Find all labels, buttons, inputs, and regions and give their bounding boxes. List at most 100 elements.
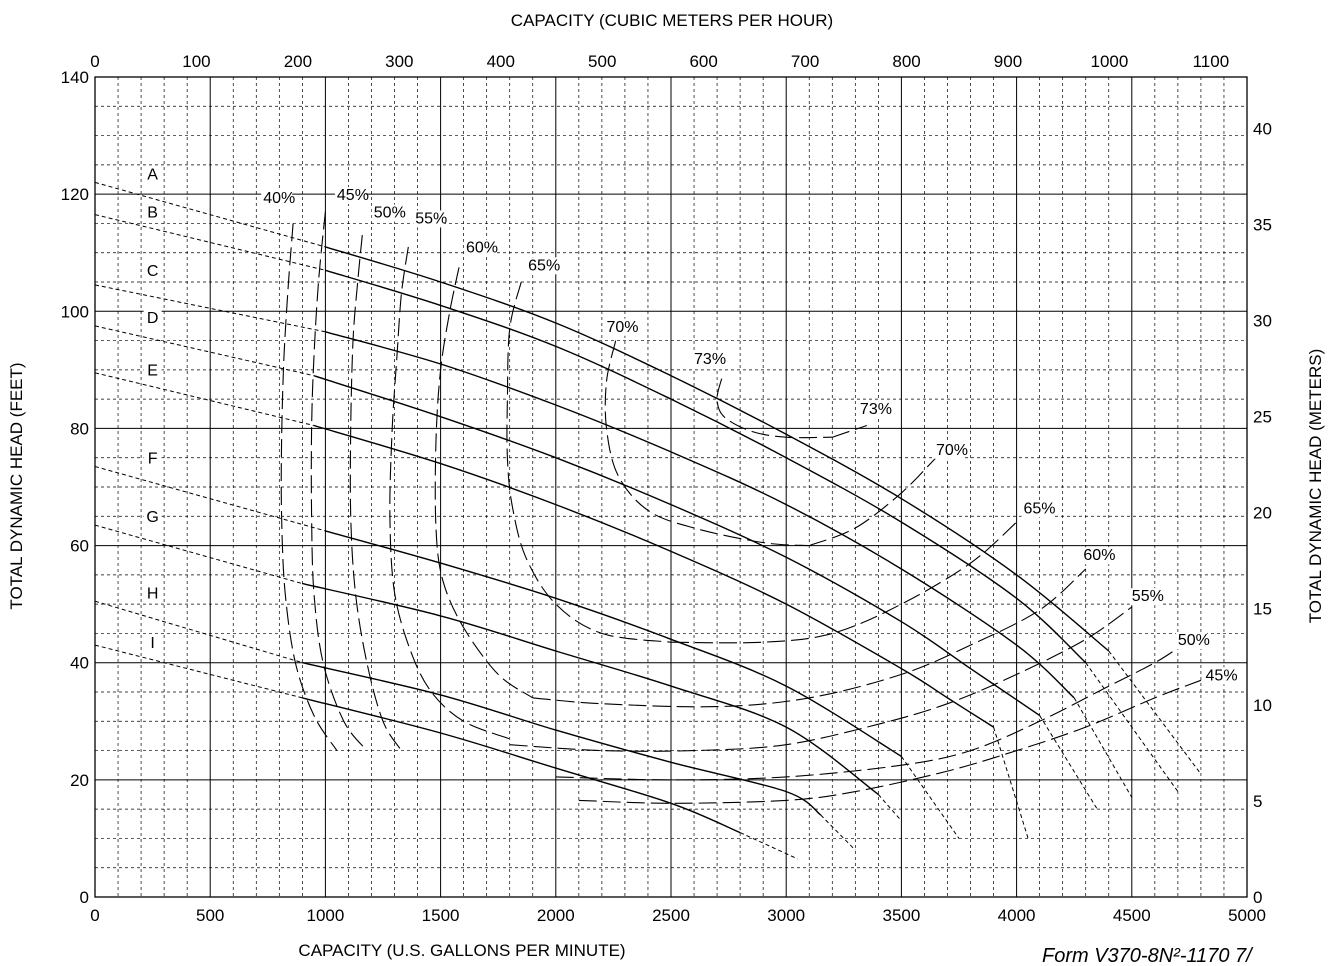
efficiency-curve (604, 340, 810, 547)
plot-frame (94, 76, 1248, 898)
y-tick-label: 0 (80, 888, 89, 907)
efficiency-label-bg (1129, 588, 1161, 606)
x-tick-label: 1000 (306, 906, 344, 925)
curve-D (313, 375, 1040, 716)
efficiency-label: 73% (694, 351, 726, 368)
efficiency-label-bg (1175, 632, 1207, 650)
x-tick-label: 4000 (998, 906, 1036, 925)
curve-labels: A B C D E F G H I 40% 45% 45% 50% 50% 55% 55% 60% 60% 65% 6… (143, 166, 1238, 685)
efficiency-label-bg (1021, 500, 1053, 518)
x-axis-title: CAPACITY (U.S. GALLONS PER MINUTE) (298, 941, 625, 960)
curve-label-bg (143, 585, 162, 603)
curve-label-bg (143, 263, 162, 281)
curve-label-bg (143, 204, 162, 222)
curve-I-dashed-start (94, 644, 303, 699)
efficiency-label-bg (371, 204, 403, 222)
curve-D-dashed-end (1039, 715, 1098, 810)
x-tick-label: 1500 (422, 906, 460, 925)
curve-B (325, 269, 1087, 664)
y-tick-label: 140 (61, 68, 89, 87)
efficiency-curve (389, 246, 510, 740)
curve-label-A: A (147, 167, 158, 184)
head-capacity-curves (302, 246, 1110, 834)
dashed-extensions (94, 181, 1202, 860)
efficiency-curve (716, 378, 833, 439)
efficiency-curve (509, 606, 1133, 752)
curve-G-dashed-end (877, 794, 902, 822)
x-tick-label: 3000 (767, 906, 805, 925)
x-tick-label: 5000 (1228, 906, 1266, 925)
curve-label-bg (143, 509, 162, 527)
curve-E-dashed-start (94, 372, 315, 426)
efficiency-label-bg (1081, 547, 1113, 565)
top-x-tick-label: 600 (689, 52, 717, 71)
y-tick-label: 100 (61, 302, 89, 321)
efficiency-label: 55% (415, 210, 447, 227)
form-number-footnote: Form V370-8N²-1170 7/ (1042, 945, 1254, 966)
curve-A (325, 246, 1110, 652)
efficiency-label: 55% (1132, 588, 1164, 605)
efficiency-label: 45% (337, 187, 369, 204)
curve-label-bg (143, 362, 162, 380)
efficiency-label-bg (857, 400, 889, 418)
efficiency-curve (506, 281, 672, 643)
efficiency-label: 73% (860, 401, 892, 418)
efficiency-label-bg (1203, 667, 1235, 685)
curve-H (302, 662, 822, 816)
y-tick-label: 120 (61, 185, 89, 204)
efficiency-label: 60% (466, 240, 498, 257)
curve-F (325, 530, 902, 757)
curve-label-B: B (147, 205, 158, 222)
efficiency-label: 40% (263, 190, 295, 207)
curve-D-dashed-start (94, 325, 315, 377)
y-axis-title: TOTAL DYNAMIC HEAD (FEET) (7, 362, 26, 609)
top-x-tick-label: 400 (487, 52, 515, 71)
efficiency-label-bg (692, 351, 724, 368)
right-y-tick-label: 0 (1253, 888, 1262, 907)
right-y-tick-label: 20 (1253, 504, 1272, 523)
efficiency-label: 50% (1178, 632, 1210, 649)
efficiency-label: 65% (1024, 500, 1056, 517)
efficiency-curve (809, 457, 937, 547)
right-y-tick-label: 25 (1253, 408, 1272, 427)
top-x-tick-label: 500 (588, 52, 616, 71)
right-y-tick-label: 5 (1253, 792, 1262, 811)
curve-F-dashed-end (900, 756, 960, 839)
efficiency-curves (280, 211, 1202, 804)
efficiency-label-bg (413, 210, 445, 228)
curve-H-dashed-end (820, 814, 856, 851)
right-y-tick-label: 35 (1253, 215, 1272, 234)
efficiency-curve (832, 424, 868, 438)
curve-E-dashed-end (993, 726, 1029, 839)
curve-I (302, 697, 741, 834)
curve-A-dashed-start (94, 181, 326, 248)
efficiency-curve (280, 223, 338, 751)
top-x-tick-label: 900 (994, 52, 1022, 71)
x-tick-label: 3500 (882, 906, 920, 925)
efficiency-curve (532, 568, 1087, 708)
x-tick-label: 0 (90, 906, 99, 925)
right-y-tick-label: 40 (1253, 119, 1272, 138)
right-y-tick-label: 15 (1253, 600, 1272, 619)
curve-B-dashed-end (1085, 662, 1179, 792)
efficiency-label: 70% (936, 442, 968, 459)
right-y-tick-label: 30 (1253, 311, 1272, 330)
x-tick-label: 2000 (537, 906, 575, 925)
y-tick-label: 20 (70, 771, 89, 790)
curve-G (302, 582, 879, 796)
top-x-tick-label: 200 (284, 52, 312, 71)
x-tick-label: 2500 (652, 906, 690, 925)
top-x-tick-label: 100 (182, 52, 210, 71)
top-x-tick-label: 1000 (1091, 52, 1129, 71)
curve-A-dashed-end (1108, 650, 1202, 775)
curve-C-dashed-end (1073, 697, 1133, 798)
efficiency-label-bg (261, 189, 293, 207)
efficiency-label: 60% (1083, 547, 1115, 564)
curve-label-G: G (146, 509, 158, 526)
curve-label-bg (143, 635, 162, 653)
top-x-axis-title: CAPACITY (CUBIC METERS PER HOUR) (511, 11, 833, 30)
y-tick-label: 40 (70, 654, 89, 673)
curve-label-D: D (147, 310, 159, 327)
y-tick-label: 80 (70, 419, 89, 438)
